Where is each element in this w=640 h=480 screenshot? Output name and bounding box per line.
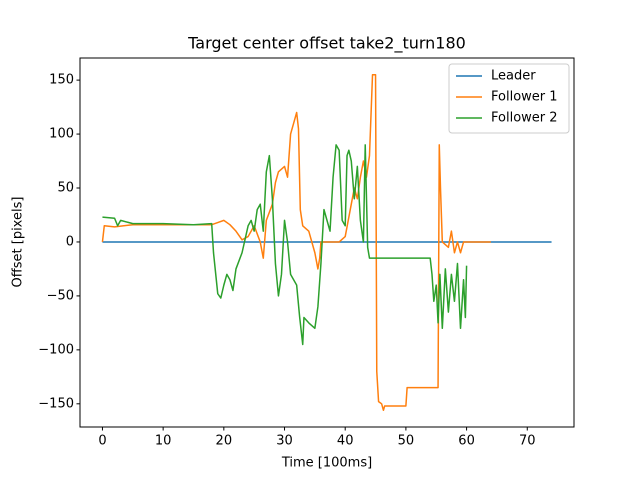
plot-frame xyxy=(79,57,575,428)
legend-label: Follower 2 xyxy=(491,111,558,126)
legend-label: Leader xyxy=(491,69,536,84)
y-tick-label: −100 xyxy=(38,342,74,357)
legend-box xyxy=(448,63,570,134)
x-tick-label: 10 xyxy=(155,434,172,449)
x-tick-label: 70 xyxy=(519,434,536,449)
chart-title: Target center offset take2_turn180 xyxy=(187,34,466,54)
y-axis-label: Offset [pixels] xyxy=(11,197,26,288)
data-line xyxy=(101,73,491,412)
y-tick-label: 100 xyxy=(49,127,74,142)
y-tick-label: 150 xyxy=(49,73,74,88)
y-tick-label: −150 xyxy=(38,396,74,411)
legend-label: Follower 1 xyxy=(491,90,558,105)
x-tick-label: 0 xyxy=(98,434,106,449)
y-tick-label: 0 xyxy=(66,234,74,249)
x-tick-label: 20 xyxy=(216,434,233,449)
x-tick-label: 60 xyxy=(458,434,475,449)
y-tick-label: −50 xyxy=(47,288,74,303)
x-axis-label: Time [100ms] xyxy=(281,456,372,471)
data-line xyxy=(102,144,468,346)
x-tick-label: 40 xyxy=(337,434,354,449)
x-tick-label: 50 xyxy=(398,434,415,449)
y-tick-label: 50 xyxy=(57,181,74,196)
x-tick-label: 30 xyxy=(276,434,293,449)
